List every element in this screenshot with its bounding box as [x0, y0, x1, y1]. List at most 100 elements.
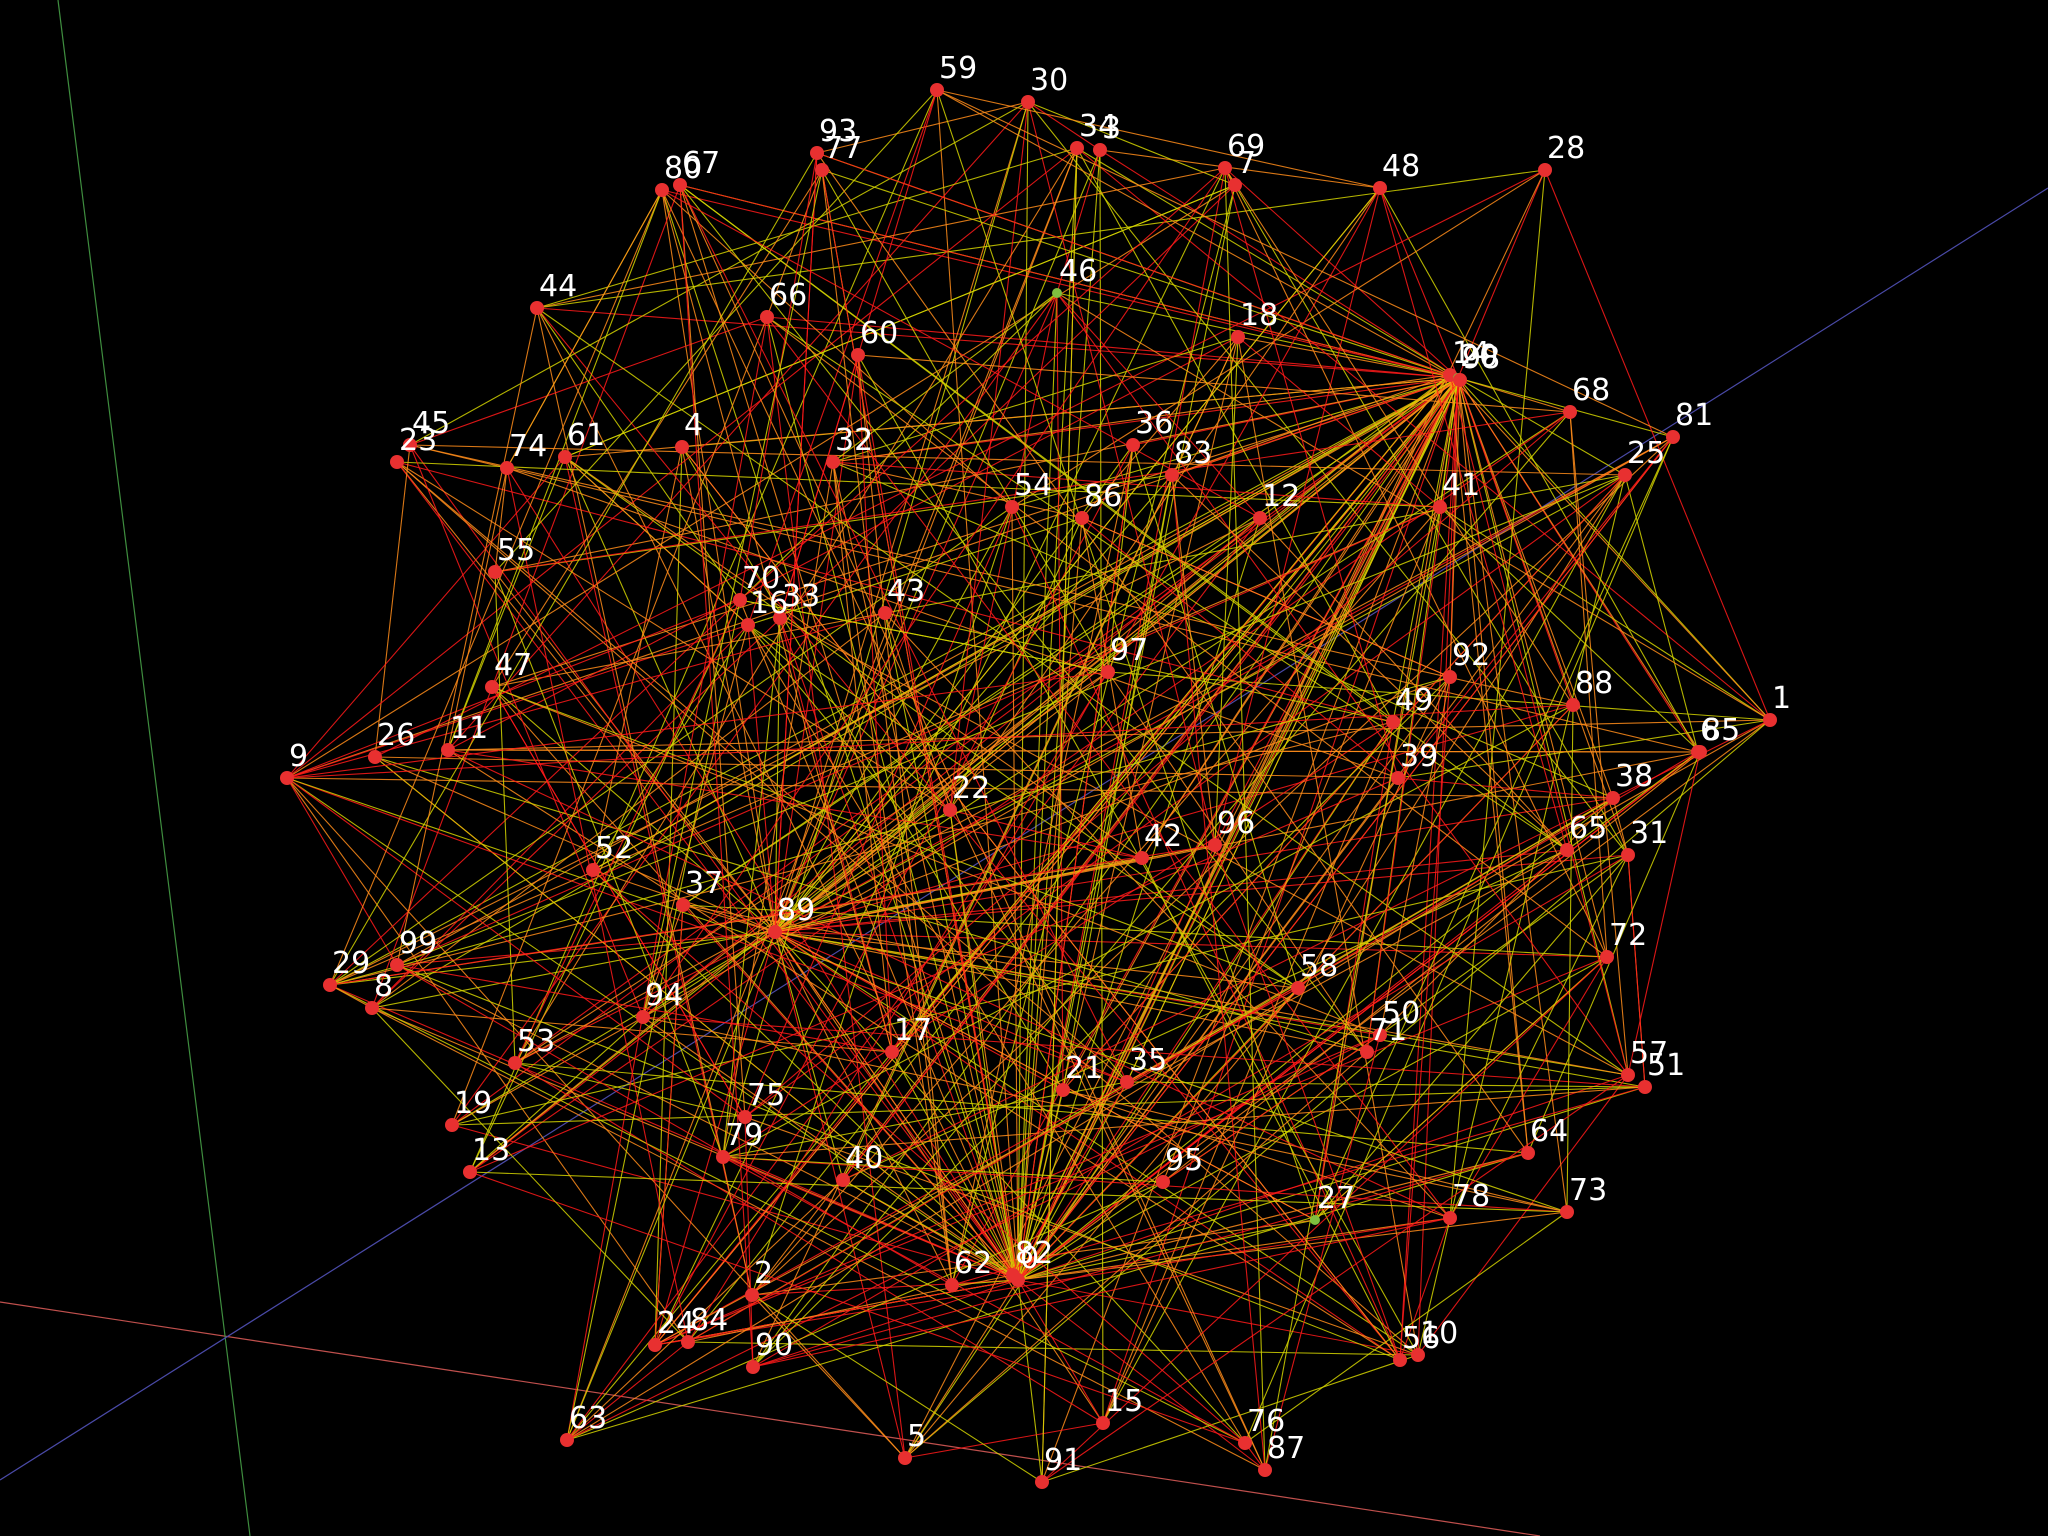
node-76[interactable]: [1238, 1436, 1252, 1450]
node-29[interactable]: [323, 978, 337, 992]
node-13[interactable]: [463, 1165, 477, 1179]
node-28[interactable]: [1538, 163, 1552, 177]
node-64[interactable]: [1521, 1146, 1535, 1160]
node-4[interactable]: [675, 440, 689, 454]
node-17[interactable]: [885, 1045, 899, 1059]
node-1[interactable]: [1763, 713, 1777, 727]
node-71[interactable]: [1360, 1045, 1374, 1059]
edge-73-9: [286, 777, 1568, 1213]
node-48[interactable]: [1373, 181, 1387, 195]
node-96[interactable]: [1208, 838, 1222, 852]
node-88[interactable]: [1566, 698, 1580, 712]
node-62[interactable]: [945, 1278, 959, 1292]
node-15[interactable]: [1096, 1416, 1110, 1430]
node-43[interactable]: [878, 606, 892, 620]
node-85[interactable]: [1693, 745, 1707, 759]
node-97[interactable]: [1101, 665, 1115, 679]
node-72[interactable]: [1600, 950, 1614, 964]
node-89[interactable]: [768, 925, 782, 939]
node-51[interactable]: [1638, 1080, 1652, 1094]
node-81[interactable]: [1666, 430, 1680, 444]
node-49[interactable]: [1386, 715, 1400, 729]
node-9[interactable]: [280, 771, 294, 785]
node-39[interactable]: [1391, 771, 1405, 785]
node-41[interactable]: [1433, 500, 1447, 514]
node-7[interactable]: [1228, 178, 1242, 192]
node-61[interactable]: [558, 450, 572, 464]
node-68[interactable]: [1563, 405, 1577, 419]
node-30[interactable]: [1021, 95, 1035, 109]
node-42[interactable]: [1135, 851, 1149, 865]
node-57[interactable]: [1621, 1068, 1635, 1082]
node-5[interactable]: [898, 1451, 912, 1465]
node-35[interactable]: [1120, 1075, 1134, 1089]
node-95[interactable]: [1156, 1175, 1170, 1189]
node-56[interactable]: [1393, 1353, 1407, 1367]
node-94[interactable]: [636, 1010, 650, 1024]
node-75[interactable]: [738, 1110, 752, 1124]
node-12[interactable]: [1253, 511, 1267, 525]
node-53[interactable]: [508, 1056, 522, 1070]
node-84[interactable]: [681, 1335, 695, 1349]
node-98[interactable]: [1453, 373, 1467, 387]
node-24[interactable]: [648, 1338, 662, 1352]
node-92[interactable]: [1443, 670, 1457, 684]
node-58[interactable]: [1291, 981, 1305, 995]
node-78[interactable]: [1443, 1211, 1457, 1225]
node-16[interactable]: [741, 618, 755, 632]
node-32[interactable]: [826, 455, 840, 469]
node-27[interactable]: [1310, 1215, 1320, 1225]
nodes-group[interactable]: [280, 83, 1777, 1489]
node-67[interactable]: [673, 178, 687, 192]
node-33[interactable]: [773, 611, 787, 625]
node-79[interactable]: [716, 1150, 730, 1164]
node-44[interactable]: [530, 301, 544, 315]
node-87[interactable]: [1258, 1463, 1272, 1477]
node-40[interactable]: [836, 1173, 850, 1187]
node-25[interactable]: [1618, 468, 1632, 482]
node-50[interactable]: [1373, 1028, 1387, 1042]
node-38[interactable]: [1606, 791, 1620, 805]
node-66[interactable]: [760, 310, 774, 324]
node-99[interactable]: [390, 958, 404, 972]
node-65[interactable]: [1560, 843, 1574, 857]
node-8[interactable]: [365, 1001, 379, 1015]
node-34[interactable]: [1070, 141, 1084, 155]
node-18[interactable]: [1231, 330, 1245, 344]
node-36[interactable]: [1126, 438, 1140, 452]
node-19[interactable]: [445, 1118, 459, 1132]
node-55[interactable]: [488, 565, 502, 579]
node-22[interactable]: [943, 803, 957, 817]
node-23[interactable]: [390, 455, 404, 469]
node-91[interactable]: [1035, 1475, 1049, 1489]
node-10[interactable]: [1411, 1348, 1425, 1362]
node-31[interactable]: [1621, 848, 1635, 862]
node-47[interactable]: [485, 680, 499, 694]
node-73[interactable]: [1560, 1205, 1574, 1219]
node-54[interactable]: [1005, 500, 1019, 514]
node-90[interactable]: [746, 1360, 760, 1374]
node-63[interactable]: [560, 1433, 574, 1447]
node-83[interactable]: [1165, 468, 1179, 482]
node-45[interactable]: [403, 438, 417, 452]
node-74[interactable]: [500, 461, 514, 475]
node-21[interactable]: [1056, 1083, 1070, 1097]
node-60[interactable]: [851, 348, 865, 362]
node-11[interactable]: [441, 743, 455, 757]
node-46[interactable]: [1052, 288, 1062, 298]
node-69[interactable]: [1218, 161, 1232, 175]
node-86[interactable]: [1075, 511, 1089, 525]
node-2[interactable]: [745, 1288, 759, 1302]
node-93[interactable]: [810, 146, 824, 160]
node-26[interactable]: [368, 750, 382, 764]
node-52[interactable]: [586, 863, 600, 877]
node-70[interactable]: [733, 593, 747, 607]
node-77[interactable]: [815, 163, 829, 177]
node-37[interactable]: [676, 898, 690, 912]
node-82[interactable]: [1006, 1268, 1020, 1282]
node-3[interactable]: [1093, 143, 1107, 157]
node-59[interactable]: [930, 83, 944, 97]
node-80[interactable]: [655, 183, 669, 197]
